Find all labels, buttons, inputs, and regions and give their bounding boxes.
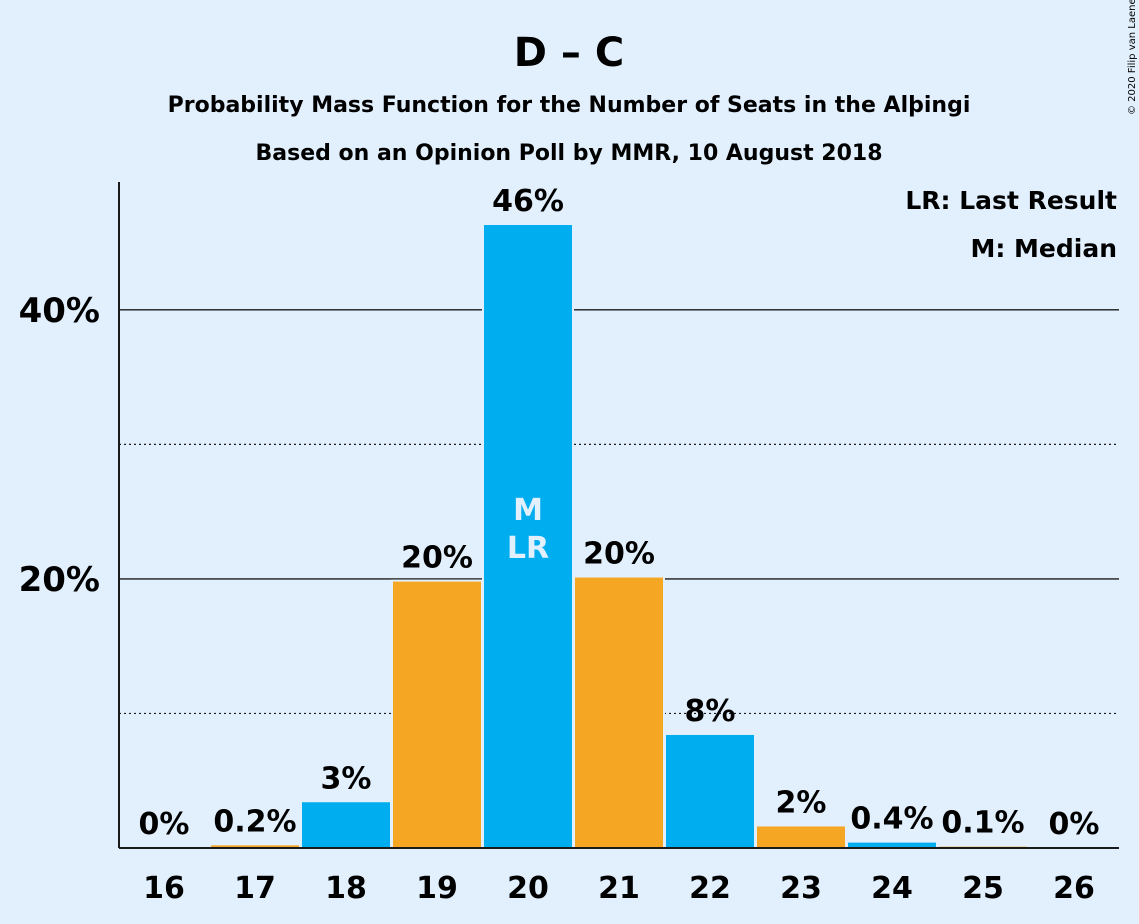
- data-label-20: 46%: [492, 184, 564, 219]
- axes: [118, 182, 1119, 849]
- median-marker: M: [513, 493, 543, 528]
- last-result-marker: LR: [507, 531, 549, 566]
- x-tick-label: 19: [416, 871, 458, 906]
- y-tick-label: 40%: [19, 291, 100, 331]
- data-label-19: 20%: [401, 541, 473, 576]
- data-label-23: 2%: [776, 785, 827, 820]
- bar-20: [484, 225, 572, 848]
- bar-22: [666, 734, 754, 848]
- x-tick-label: 23: [780, 871, 822, 906]
- bar-19: [393, 581, 481, 848]
- x-tick-label: 25: [962, 871, 1004, 906]
- x-tick-label: 18: [325, 871, 367, 906]
- legend-median: M: Median: [970, 234, 1117, 263]
- x-tick-label: 24: [871, 871, 913, 906]
- bar-17: [211, 845, 299, 848]
- data-label-17: 0.2%: [213, 804, 296, 839]
- data-label-26: 0%: [1049, 807, 1100, 842]
- bar-23: [757, 826, 845, 848]
- legend-last-result: LR: Last Result: [905, 186, 1117, 215]
- chart-subtitle-2: Based on an Opinion Poll by MMR, 10 Augu…: [255, 141, 882, 166]
- chart-subtitle-1: Probability Mass Function for the Number…: [168, 93, 971, 118]
- data-label-21: 20%: [583, 537, 655, 572]
- chart-title: D – C: [514, 30, 624, 76]
- data-label-24: 0.4%: [850, 802, 933, 837]
- bar-gap: [937, 844, 1029, 848]
- data-labels: 0% 16 0.2% 17 3% 18 20% 19 46% 20 20% 21 8% 22 2% 23 0.4…: [139, 184, 1100, 906]
- y-tick-label: 20%: [19, 560, 100, 600]
- data-label-18: 3%: [321, 761, 372, 796]
- bar-24: [848, 842, 936, 848]
- x-tick-label: 21: [598, 871, 640, 906]
- x-tick-label: 17: [234, 871, 276, 906]
- copyright-note: © 2020 Filip van Laenen: [1127, 0, 1138, 115]
- data-label-25: 0.1%: [941, 806, 1024, 841]
- bar-18: [302, 802, 390, 848]
- data-label-16: 0%: [139, 807, 190, 842]
- bars: [209, 223, 1029, 848]
- data-label-22: 8%: [685, 694, 736, 729]
- x-tick-label: 26: [1053, 871, 1095, 906]
- x-tick-label: 20: [507, 871, 549, 906]
- bar-21: [575, 577, 663, 848]
- x-tick-label: 22: [689, 871, 731, 906]
- x-tick-label: 16: [143, 871, 185, 906]
- gridlines: 20% 40%: [19, 291, 1119, 715]
